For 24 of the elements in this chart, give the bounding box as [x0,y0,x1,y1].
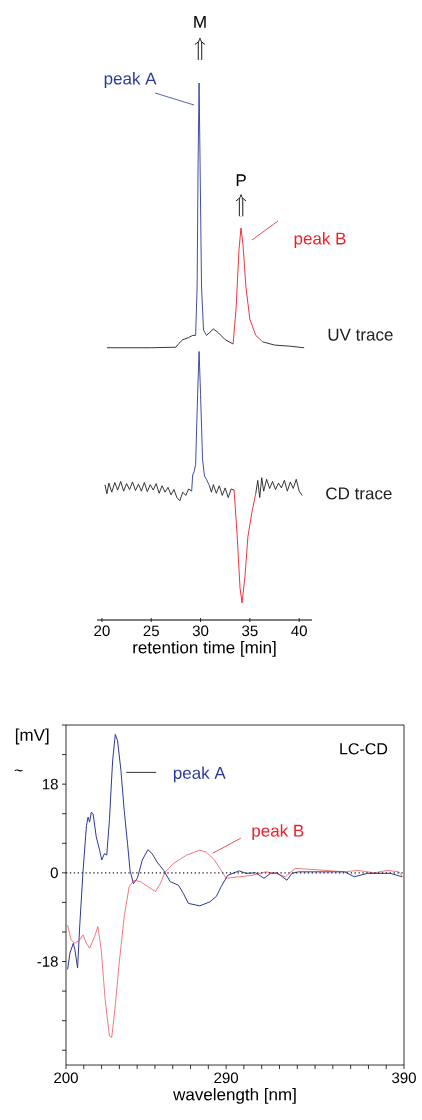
y-tick-label: -18 [37,956,58,967]
text: peak A [104,72,157,88]
series-label: peak B [252,824,304,841]
x-tick-label: 35 [242,625,258,637]
x-tick-label: 390 [392,1072,416,1084]
series-label: CD trace [326,487,392,500]
annotation: P [236,174,246,187]
y-axis-title: [mV] [15,728,49,745]
x-tick-label: 40 [291,625,307,637]
x-tick-label: 30 [192,625,209,637]
annotation: LC-CD [340,743,388,755]
text: ~ [14,769,23,772]
legend-label: peak B [294,232,346,248]
x-tick-label: 20 [94,625,110,637]
series-label: UV trace [328,328,393,341]
y-tick-label: 0 [50,867,58,879]
x-tick-label: 25 [143,625,159,637]
text: M [194,15,206,28]
text: peak A [173,766,226,783]
x-axis-title: retention time [min] [133,640,276,657]
x-axis-title: wavelength [nm] [173,1088,296,1104]
y-tick-label: 18 [42,778,58,790]
x-tick-label: 290 [214,1072,239,1084]
x-tick-label: 200 [54,1072,78,1084]
